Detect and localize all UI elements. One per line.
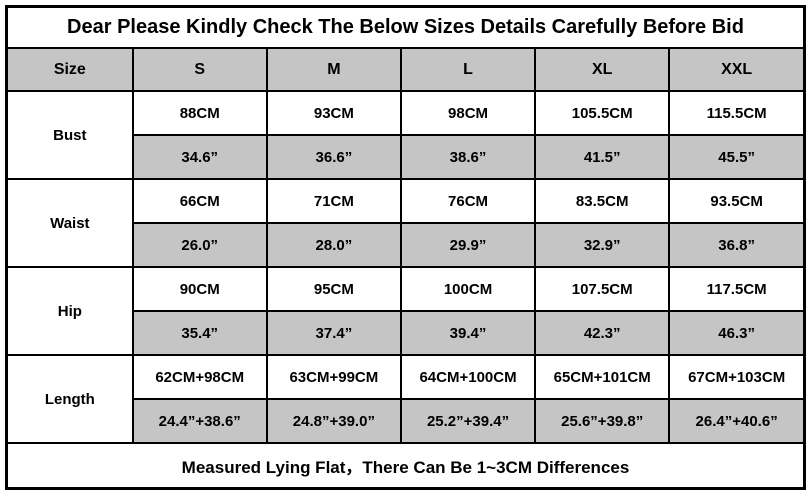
header-cell-s: S	[131, 47, 268, 92]
bust-inch-xxl: 45.5”	[668, 134, 806, 180]
header-cell-xxl: XXL	[668, 47, 806, 92]
length-cm-l: 64CM+100CM	[399, 354, 537, 400]
hip-cm-m: 95CM	[265, 266, 402, 312]
waist-cm-m: 71CM	[265, 178, 402, 224]
measurement-note: Measured Lying Flat，There Can Be 1~3CM D…	[5, 442, 806, 490]
length-cm-xl: 65CM+101CM	[534, 354, 671, 400]
hip-cm-xxl: 117.5CM	[668, 266, 806, 312]
waist-cm-s: 66CM	[131, 178, 268, 224]
bust-inch-l: 38.6”	[399, 134, 537, 180]
waist-cm-xxl: 93.5CM	[668, 178, 806, 224]
header-cell-xl: XL	[534, 47, 671, 92]
waist-inch-l: 29.9”	[399, 222, 537, 268]
hip-inch-s: 35.4”	[131, 310, 268, 356]
length-inch-xl: 25.6”+39.8”	[534, 398, 671, 444]
bust-cm-m: 93CM	[265, 90, 402, 136]
waist-inch-m: 28.0”	[265, 222, 402, 268]
length-inch-l: 25.2”+39.4”	[399, 398, 537, 444]
hip-cm-xl: 107.5CM	[534, 266, 671, 312]
row-label-hip: Hip	[5, 266, 134, 356]
row-label-waist: Waist	[5, 178, 134, 268]
bust-inch-xl: 41.5”	[534, 134, 671, 180]
bust-cm-xl: 105.5CM	[534, 90, 671, 136]
row-label-length: Length	[5, 354, 134, 444]
chart-title: Dear Please Kindly Check The Below Sizes…	[5, 5, 806, 49]
size-chart-page: Dear Please Kindly Check The Below Sizes…	[5, 5, 806, 490]
size-chart-table: Dear Please Kindly Check The Below Sizes…	[5, 5, 806, 490]
waist-inch-xl: 32.9”	[534, 222, 671, 268]
length-inch-m: 24.8”+39.0”	[265, 398, 402, 444]
length-inch-s: 24.4”+38.6”	[131, 398, 268, 444]
bust-cm-s: 88CM	[131, 90, 268, 136]
header-cell-m: M	[265, 47, 402, 92]
hip-inch-xl: 42.3”	[534, 310, 671, 356]
hip-inch-m: 37.4”	[265, 310, 402, 356]
length-cm-m: 63CM+99CM	[265, 354, 402, 400]
hip-cm-s: 90CM	[131, 266, 268, 312]
waist-inch-xxl: 36.8”	[668, 222, 806, 268]
hip-cm-l: 100CM	[399, 266, 537, 312]
header-cell-l: L	[399, 47, 537, 92]
waist-inch-s: 26.0”	[131, 222, 268, 268]
row-label-bust: Bust	[5, 90, 134, 180]
bust-cm-l: 98CM	[399, 90, 537, 136]
bust-inch-s: 34.6”	[131, 134, 268, 180]
header-cell-size: Size	[5, 47, 134, 92]
length-cm-s: 62CM+98CM	[131, 354, 268, 400]
waist-cm-xl: 83.5CM	[534, 178, 671, 224]
length-inch-xxl: 26.4”+40.6”	[668, 398, 806, 444]
hip-inch-l: 39.4”	[399, 310, 537, 356]
bust-cm-xxl: 115.5CM	[668, 90, 806, 136]
bust-inch-m: 36.6”	[265, 134, 402, 180]
waist-cm-l: 76CM	[399, 178, 537, 224]
hip-inch-xxl: 46.3”	[668, 310, 806, 356]
length-cm-xxl: 67CM+103CM	[668, 354, 806, 400]
